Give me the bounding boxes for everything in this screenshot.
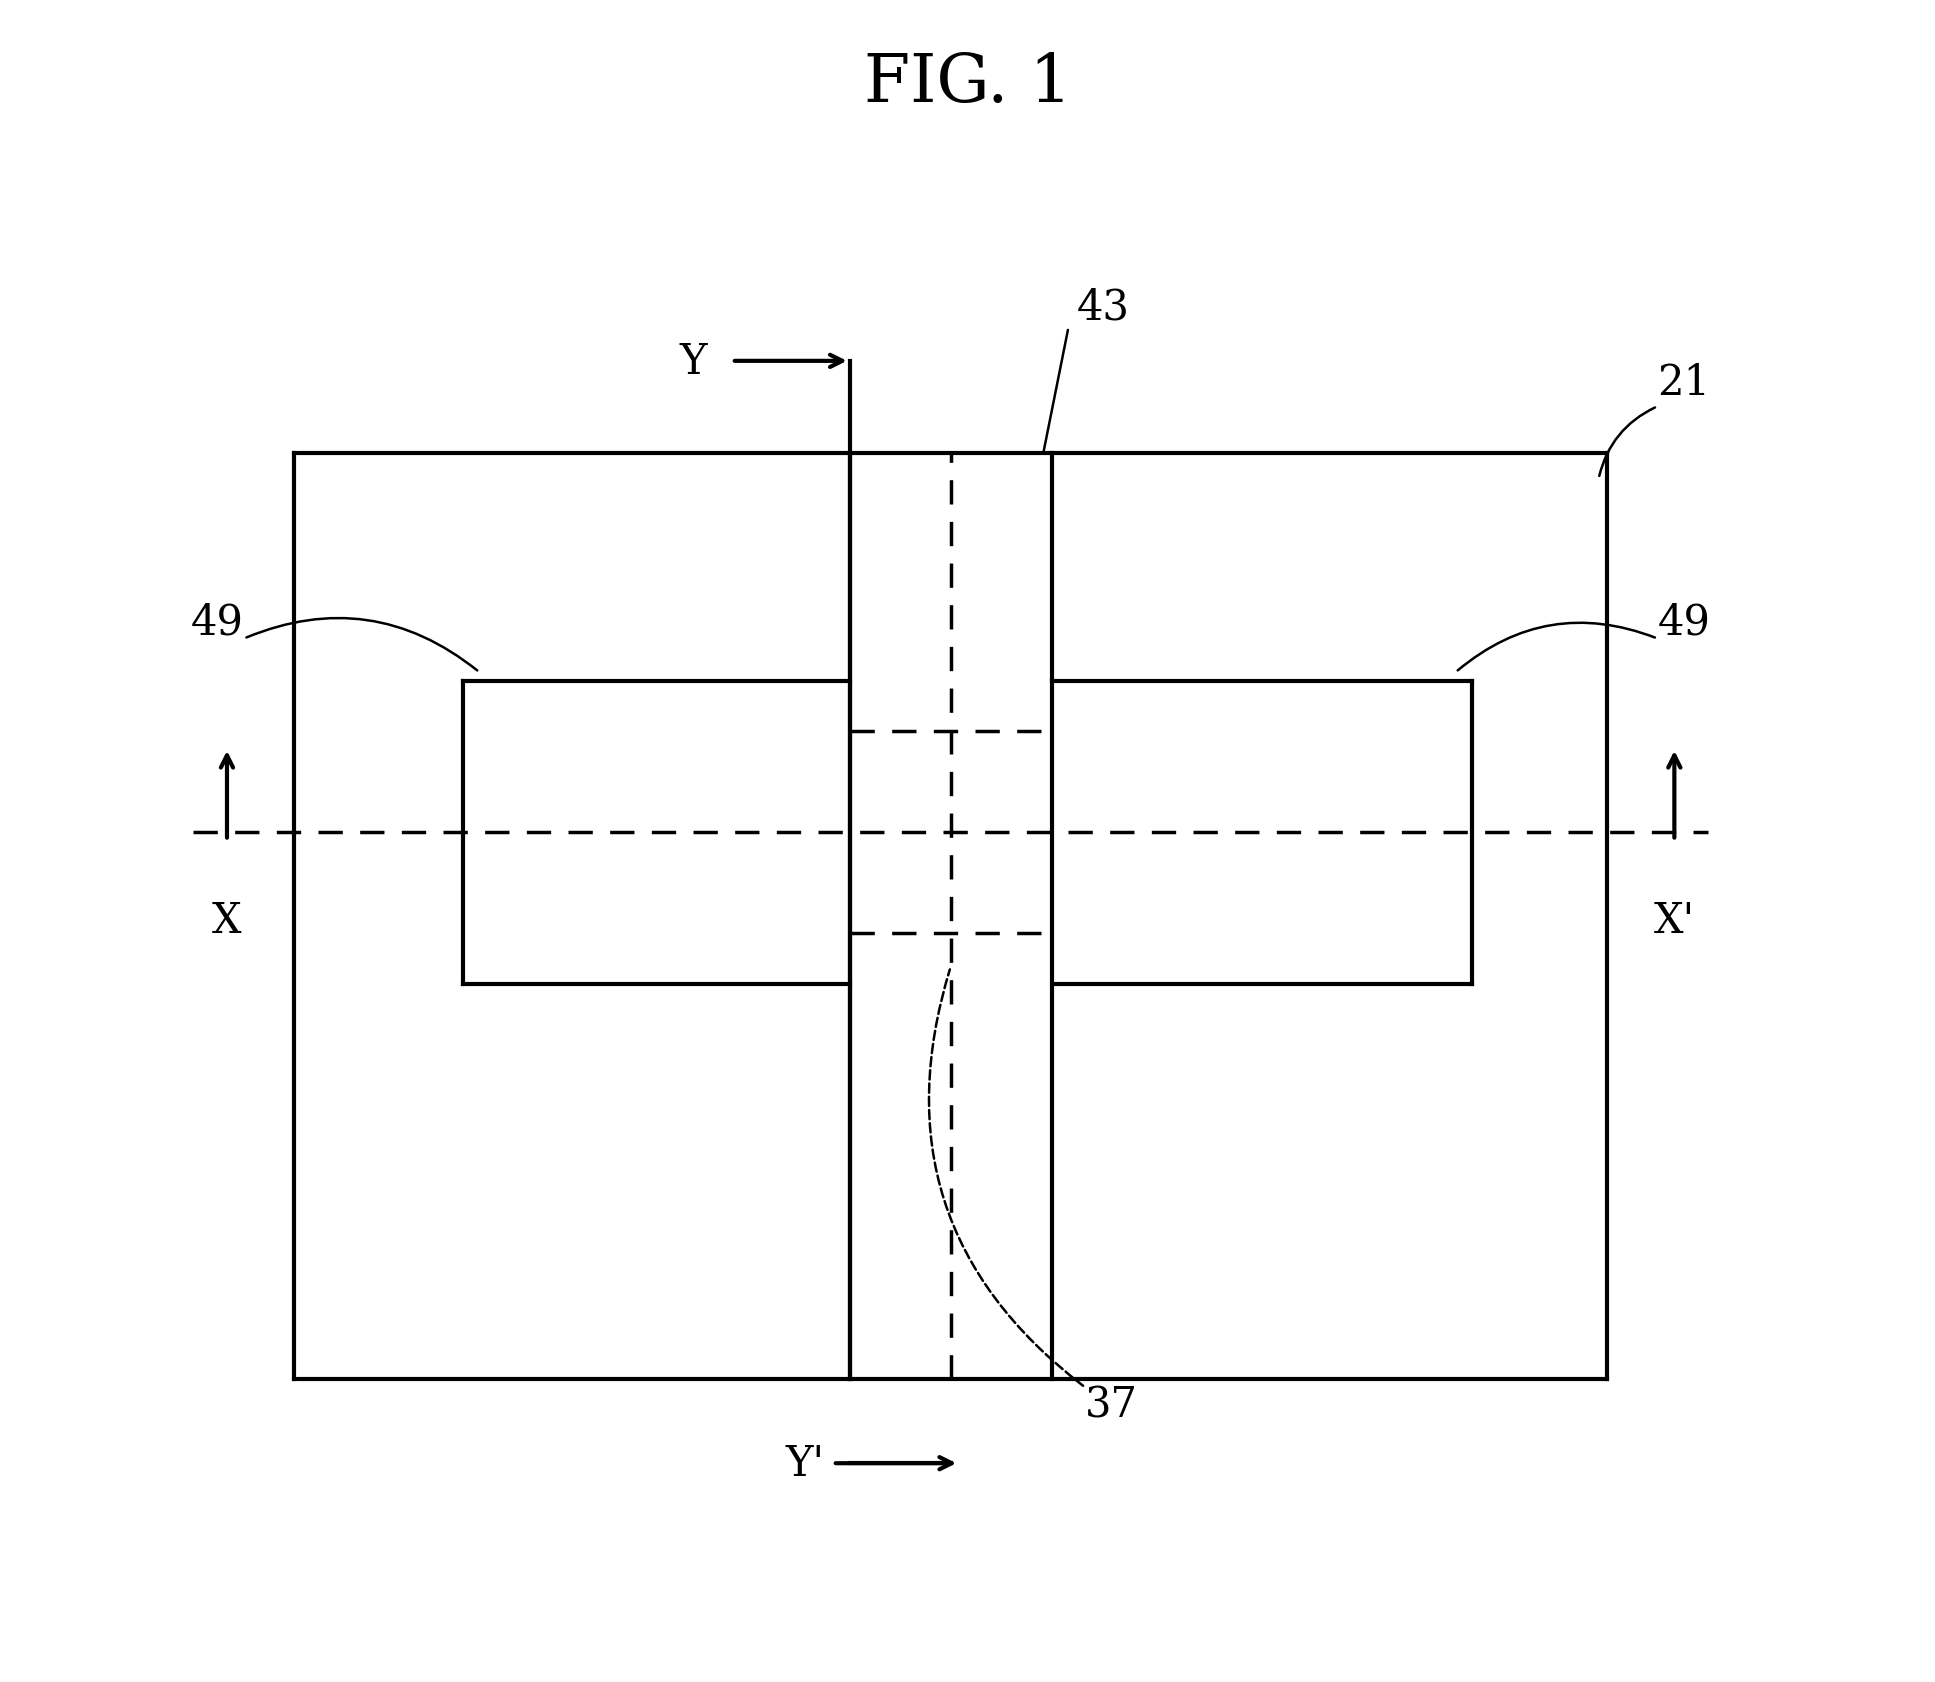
Text: 37: 37 xyxy=(1086,1384,1138,1425)
Text: FIG. 1: FIG. 1 xyxy=(863,50,1072,116)
Text: X': X' xyxy=(1654,900,1695,942)
Text: 21: 21 xyxy=(1658,362,1711,404)
Text: Y: Y xyxy=(679,341,706,382)
Text: 49: 49 xyxy=(1658,602,1711,643)
Text: 43: 43 xyxy=(1078,286,1130,328)
Text: Y': Y' xyxy=(786,1443,824,1484)
Text: X: X xyxy=(213,900,242,942)
Text: 49: 49 xyxy=(192,602,244,643)
